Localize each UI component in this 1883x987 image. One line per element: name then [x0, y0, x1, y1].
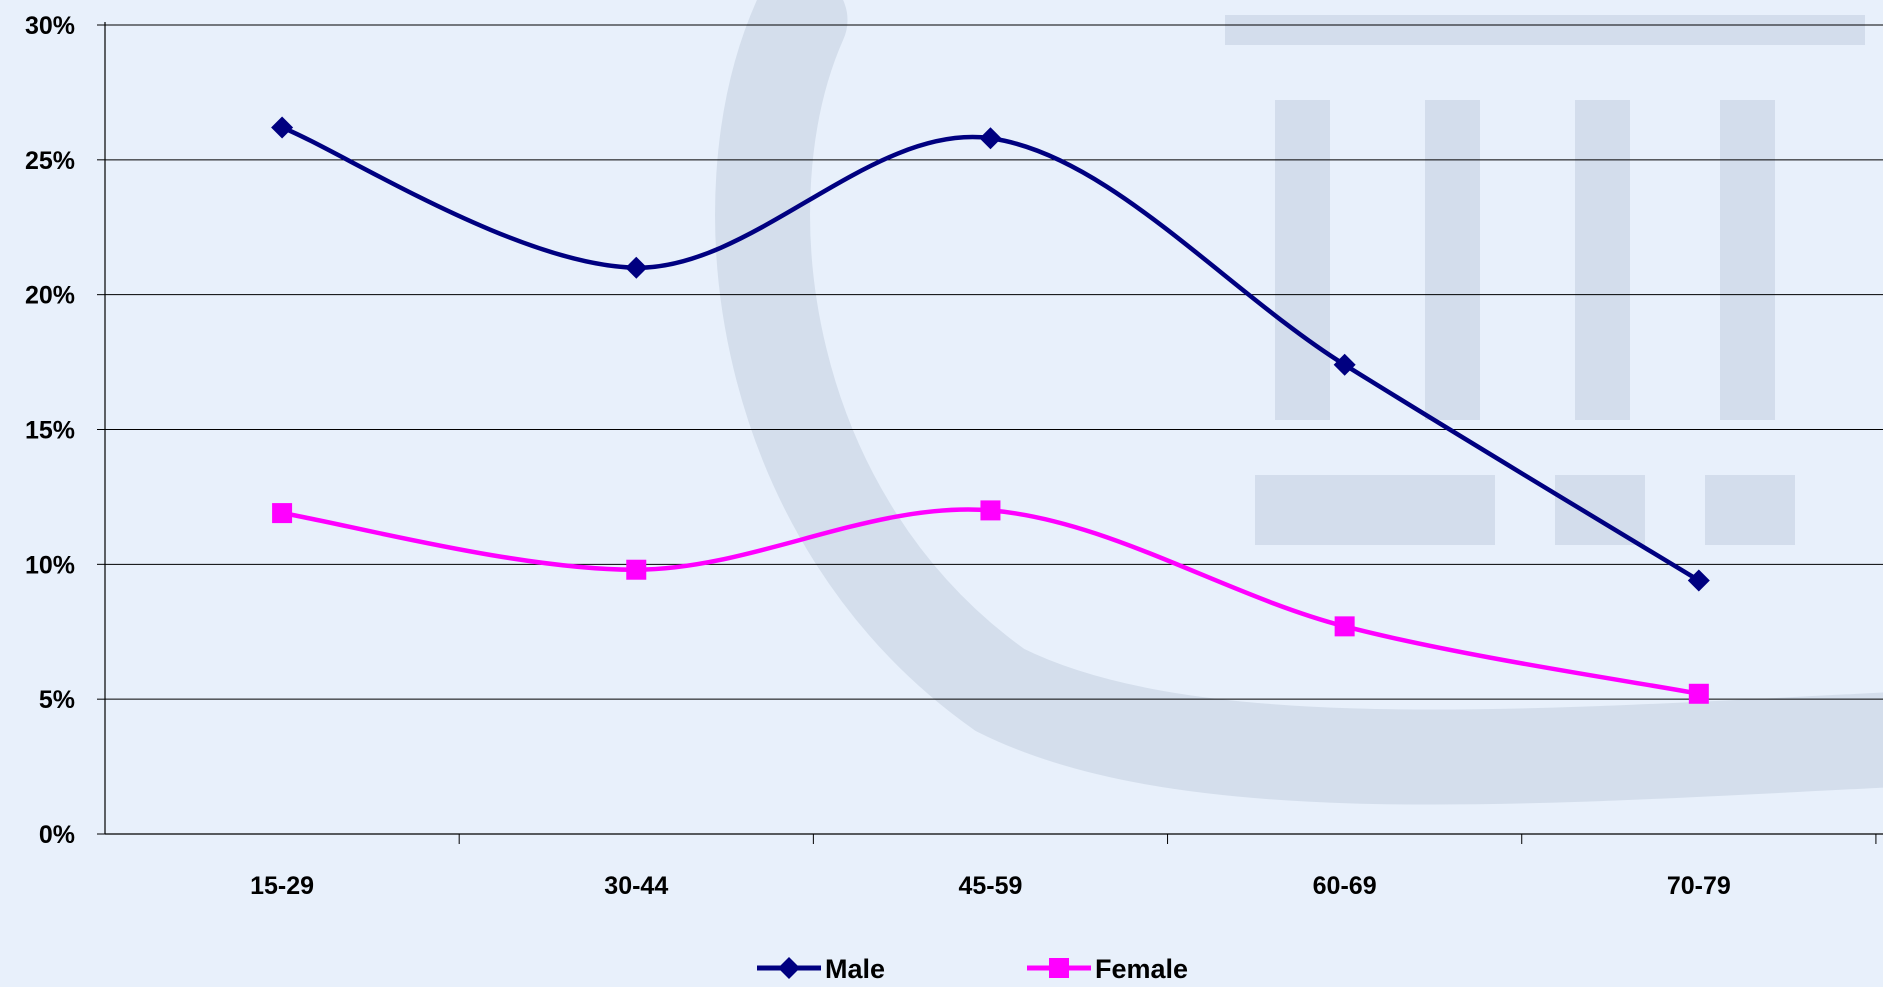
y-tick-label: 20%	[25, 282, 75, 310]
legend: Male Female	[757, 954, 1188, 984]
y-tick-label: 10%	[25, 551, 75, 579]
data-point-female	[980, 500, 1001, 521]
legend-label-female: Female	[1095, 954, 1188, 984]
x-tick-label: 60-69	[1313, 872, 1377, 900]
y-tick-label: 5%	[39, 686, 75, 714]
series-lines	[281, 125, 1700, 696]
data-point-male	[979, 127, 1002, 150]
data-point-female	[1688, 683, 1709, 704]
y-tick-label: 30%	[25, 12, 75, 40]
legend-item-female: Female	[1027, 954, 1188, 984]
legend-label-male: Male	[825, 954, 885, 984]
legend-marker-male	[778, 957, 800, 979]
data-point-male	[1687, 569, 1710, 592]
x-tick-label: 30-44	[604, 872, 668, 900]
legend-marker-female	[1049, 958, 1069, 978]
data-point-male	[625, 256, 648, 279]
x-tick-labels: 15-29 30-44 45-59 60-69 70-79	[250, 872, 1731, 900]
y-tick-label: 15%	[25, 417, 75, 445]
y-tick-label: 25%	[25, 147, 75, 175]
data-point-female	[272, 503, 293, 524]
data-point-female	[626, 559, 647, 580]
y-tick-labels: 0% 5% 10% 15% 20% 25% 30%	[25, 12, 75, 849]
x-tick-label: 70-79	[1667, 872, 1731, 900]
data-point-male	[271, 116, 294, 139]
watermark-seal	[715, 0, 1883, 805]
legend-item-male: Male	[757, 954, 885, 984]
data-point-female	[1334, 616, 1355, 637]
axes	[97, 22, 1883, 844]
x-tick-label: 15-29	[250, 872, 314, 900]
y-tick-label: 0%	[39, 821, 75, 849]
series-markers	[271, 116, 1710, 704]
data-point-male	[1333, 353, 1356, 376]
x-tick-label: 45-59	[958, 872, 1022, 900]
gridlines	[105, 24, 1883, 700]
